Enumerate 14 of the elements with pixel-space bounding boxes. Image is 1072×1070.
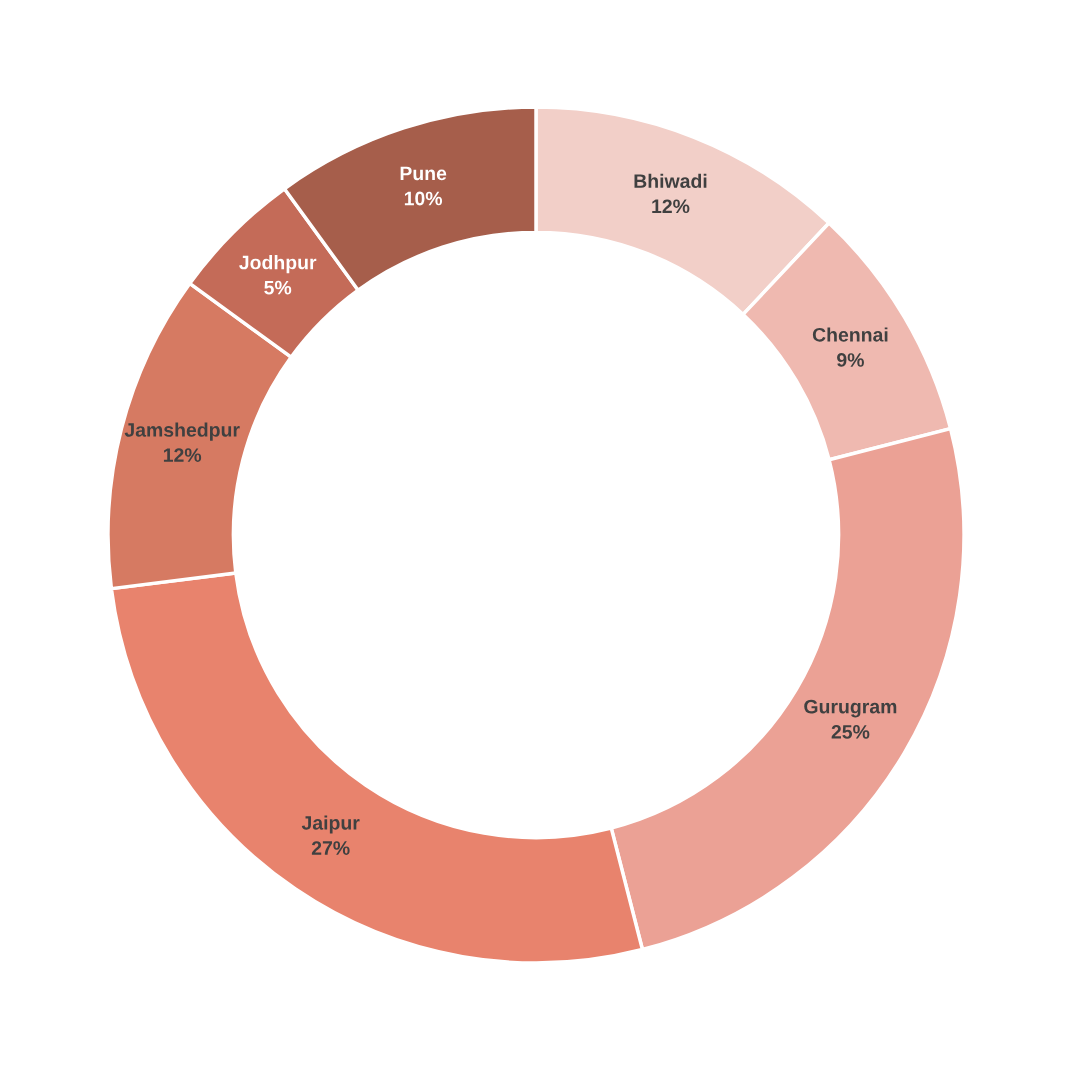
slice-label: Jaipur bbox=[301, 815, 360, 834]
data-label: 25% bbox=[831, 724, 870, 739]
slice-label: Pune bbox=[400, 166, 447, 181]
data-label: 27% bbox=[311, 841, 350, 855]
data-label: 12% bbox=[652, 199, 690, 214]
data-label: 5% bbox=[264, 280, 292, 295]
data-label: 10% bbox=[404, 191, 443, 206]
data-label: 12% bbox=[163, 448, 202, 462]
data-label: 9% bbox=[837, 353, 864, 367]
slice-label: Jodhpur bbox=[239, 255, 317, 274]
slice-label: Chennai bbox=[812, 327, 888, 342]
slice-label: Bhiwadi bbox=[634, 173, 707, 188]
slice-label: Gurugram bbox=[804, 699, 897, 718]
slice-label: Jamshedpur bbox=[124, 422, 240, 441]
